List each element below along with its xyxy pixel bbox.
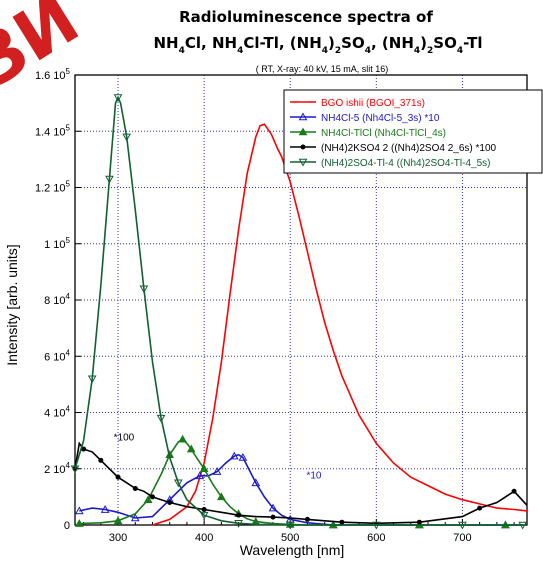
x-axis-label: Wavelength [nm] <box>240 542 345 558</box>
data-point <box>87 375 97 384</box>
chart-title-line-2: NH4Cl, NH4Cl-Tl, (NH4)2SO4, (NH4)2SO4-Tl <box>154 34 483 56</box>
data-point <box>511 488 517 494</box>
x-tick-label: 700 <box>453 532 471 544</box>
data-point <box>339 519 345 525</box>
data-point <box>300 144 306 150</box>
x-tick-label: 600 <box>367 532 385 544</box>
data-point <box>173 479 183 488</box>
data-point <box>268 503 278 512</box>
x-tick-label: 400 <box>195 532 213 544</box>
y-tick-label: 1 105 <box>44 236 70 251</box>
data-point <box>167 500 173 505</box>
chart-title-line-1: Radioluminescence spectra of <box>179 8 433 26</box>
data-point <box>518 521 528 530</box>
legend-entry: BGO ishii (BGOI_371s) <box>321 98 425 109</box>
y-tick-label: 0 <box>64 520 70 532</box>
data-point <box>236 512 242 518</box>
legend: BGO ishii (BGOI_371s) NH4Cl-5 (Nh4Cl-5_3s… <box>283 89 543 174</box>
series-layer <box>70 94 528 530</box>
data-point <box>298 112 308 121</box>
series-2 <box>74 434 523 529</box>
data-point <box>74 519 84 527</box>
data-point <box>298 158 308 167</box>
data-point <box>371 521 381 530</box>
data-point <box>195 471 205 480</box>
y-tick-label: 8 104 <box>44 292 70 307</box>
data-point <box>298 127 308 136</box>
chart-subtitle: ( RT, X-ray: 40 kV, 15 mA, slit 16) <box>256 64 389 74</box>
data-point <box>304 516 310 522</box>
data-point <box>113 94 123 103</box>
y-tick-label: 1.2 105 <box>35 180 71 195</box>
data-point <box>285 521 295 530</box>
data-point <box>115 474 121 480</box>
series-4 <box>70 94 528 530</box>
data-point <box>156 414 166 423</box>
data-point <box>238 452 248 461</box>
data-point <box>217 492 226 501</box>
data-point <box>234 520 243 528</box>
x-tick-label: 300 <box>109 532 127 544</box>
y-tick-label: 4 104 <box>44 405 70 420</box>
series-line <box>74 95 523 526</box>
data-point <box>100 505 110 513</box>
data-point <box>186 444 196 453</box>
data-point <box>199 464 209 473</box>
y-tick-label: 6 104 <box>44 348 70 363</box>
data-point <box>122 133 132 142</box>
series-0 <box>152 123 528 526</box>
data-point <box>70 465 80 474</box>
watermark: ЗИ <box>0 0 93 104</box>
series-line <box>79 438 523 526</box>
y-axis-label: Intensity [arb. units] <box>4 244 20 365</box>
annotations: *100 *10 <box>114 433 322 482</box>
annotation: *100 <box>114 433 135 444</box>
data-point <box>132 485 138 491</box>
data-point <box>212 467 222 475</box>
data-point <box>98 457 104 463</box>
data-point <box>251 478 261 487</box>
data-point <box>458 521 467 530</box>
data-point <box>199 511 209 520</box>
series-3 <box>72 441 528 525</box>
data-point <box>130 513 140 522</box>
data-point <box>81 446 87 452</box>
data-point <box>143 495 153 503</box>
annotation: *10 <box>306 471 321 482</box>
series-line <box>79 453 523 526</box>
data-point <box>139 285 149 294</box>
data-point <box>74 506 84 515</box>
legend-box <box>283 89 543 174</box>
y-tick-label: 1.6 105 <box>35 67 71 82</box>
data-point <box>201 507 207 513</box>
y-tick-label: 1.4 105 <box>35 123 71 138</box>
legend-entry: (NH4)2SO4-Tl-4 ((Nh4)2SO4-Tl-4_5s) <box>321 158 490 169</box>
legend-entry: NH4Cl-5 (Nh4Cl-5_3s) *10 <box>321 113 440 124</box>
data-point <box>149 494 155 500</box>
series-line <box>152 123 528 526</box>
data-point <box>178 434 187 443</box>
axes: 300 400 500 600 700 0 2 104 4 104 6 104 8 104 1 10… <box>35 67 528 544</box>
data-point <box>416 519 422 525</box>
watermark-text: ЗИ <box>0 0 93 104</box>
legend-entry: (NH4)2KSO4 2 ((Nh4)2SO4 2_6s) *100 <box>321 143 497 154</box>
x-tick-label: 500 <box>281 532 299 544</box>
legend-entry: NH4Cl-TlCl (Nh4Cl-TlCl_4s) <box>321 128 446 139</box>
data-point <box>229 451 239 460</box>
series-line <box>74 441 528 525</box>
data-point <box>105 175 114 184</box>
y-tick-label: 2 104 <box>44 461 70 476</box>
data-point <box>477 505 483 511</box>
data-point <box>113 516 123 525</box>
data-point <box>270 514 276 520</box>
